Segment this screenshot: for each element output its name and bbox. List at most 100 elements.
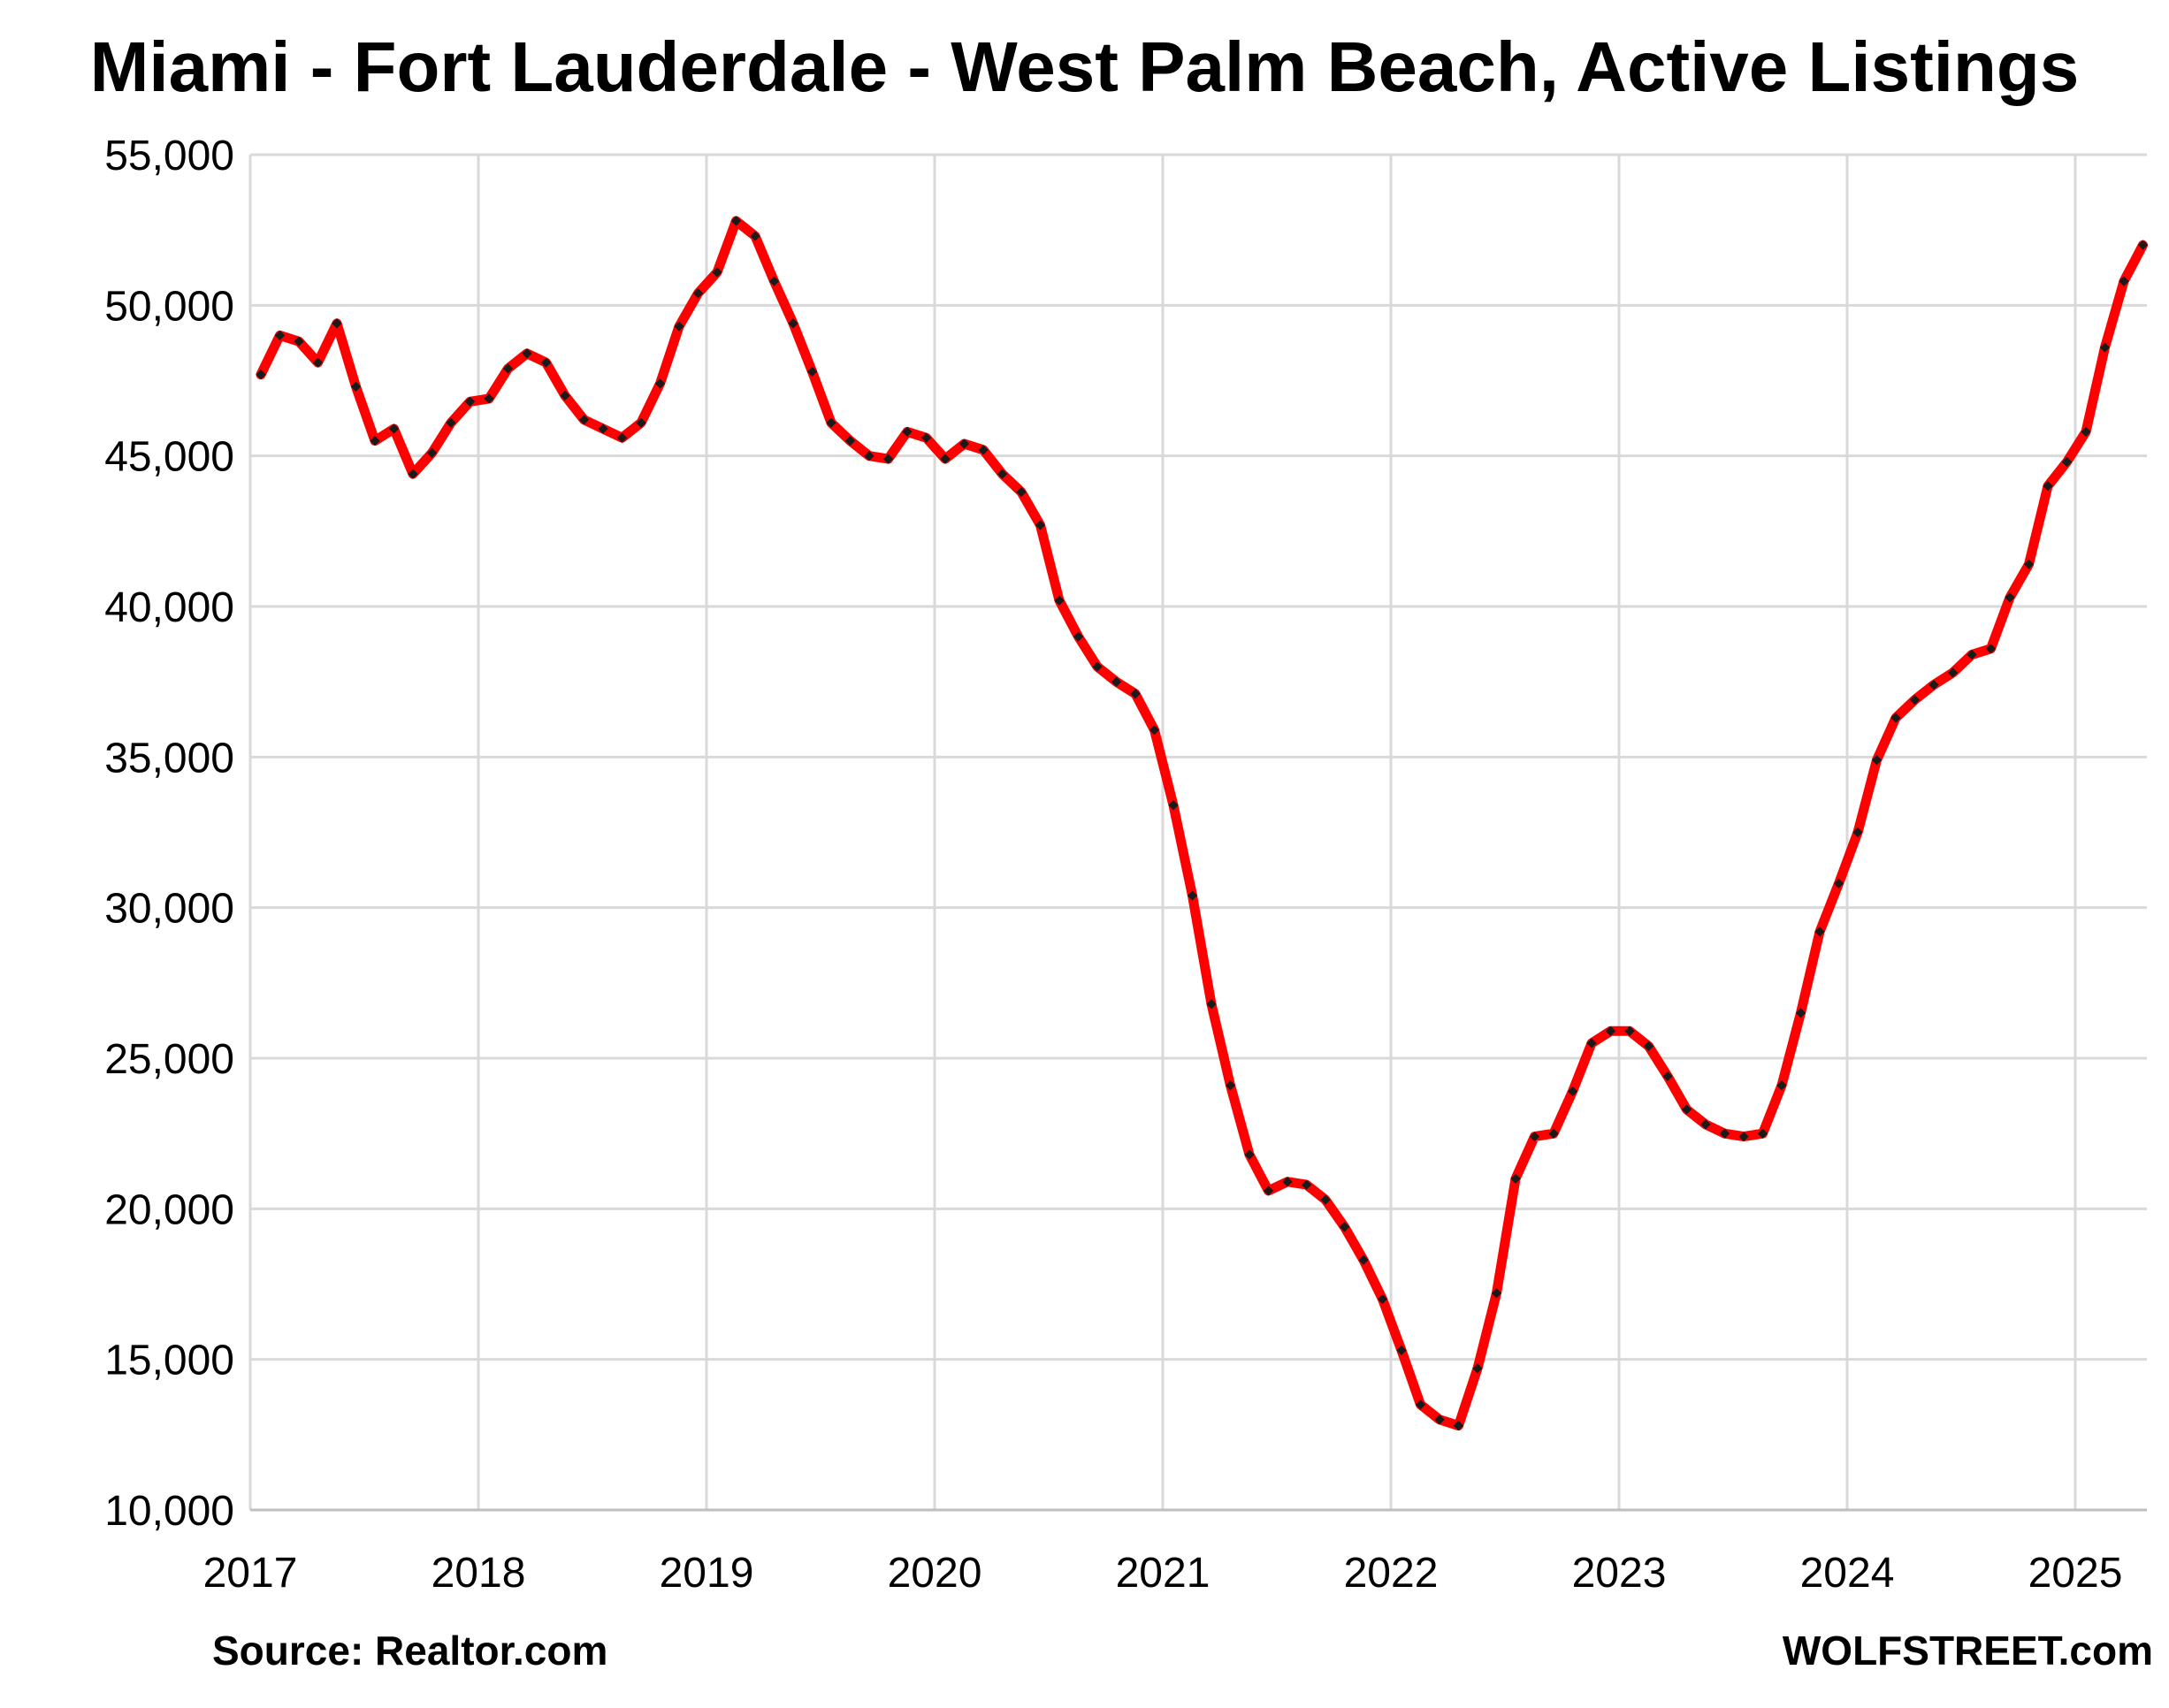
data-point [598,423,608,434]
data-point [1339,1222,1350,1232]
data-point [1472,1363,1483,1374]
data-point [1643,1041,1654,1052]
data-point [1320,1194,1331,1205]
data-point [844,435,856,446]
data-point [1377,1293,1388,1305]
y-tick-label: 50,000 [104,283,234,330]
data-point [560,390,570,401]
data-point [940,454,951,464]
data-point [388,423,400,434]
data-point [426,447,438,458]
data-point [1605,1026,1616,1036]
x-tick-label: 2024 [1800,1550,1895,1597]
data-point [1206,999,1217,1010]
data-point [1928,679,1939,690]
y-tick-label: 15,000 [104,1338,234,1384]
source-label: Source: Realtor.com [212,1628,608,1674]
data-point [978,445,989,455]
series-active-listings [256,216,2149,1431]
y-tick-label: 35,000 [104,735,234,782]
data-point [2099,342,2111,353]
data-point [1358,1254,1369,1265]
data-point [522,348,532,359]
series-line [256,216,2148,1431]
chart-title: Miami - Fort Lauderdale - West Palm Beac… [89,27,2080,106]
data-point [1225,1080,1236,1091]
data-point [274,330,286,341]
data-point [654,378,666,389]
data-point [2023,559,2035,569]
data-point [1871,755,1883,766]
data-point [294,336,304,347]
data-point [578,415,590,425]
data-point [484,393,494,404]
data-point [1263,1186,1274,1196]
data-point [1548,1128,1559,1139]
x-tick-label: 2021 [1116,1550,1211,1597]
data-point [1510,1173,1521,1184]
data-point [674,321,684,332]
data-point [2043,481,2053,492]
data-point [1415,1399,1426,1410]
x-tick-label: 2019 [660,1550,754,1597]
data-point [1985,644,1997,654]
data-point [1624,1026,1635,1036]
x-tick-label: 2017 [203,1550,298,1597]
data-point [2119,276,2129,286]
x-tick-label: 2022 [1344,1550,1439,1597]
y-tick-label: 45,000 [104,434,234,481]
data-point [2081,426,2091,438]
data-point [408,469,418,479]
data-point [1681,1104,1692,1115]
data-point [616,432,628,443]
data-point [1187,890,1198,901]
data-point [2005,592,2015,603]
data-point [2061,456,2073,468]
y-tick-label: 40,000 [104,584,234,631]
data-point [788,318,798,329]
x-tick-label: 2025 [2028,1550,2123,1597]
data-point [1244,1149,1255,1160]
data-point [692,288,704,299]
data-point [1738,1131,1749,1142]
data-point [1890,713,1901,723]
data-point [256,370,266,380]
data-point [332,318,342,329]
data-point [958,438,970,449]
brand-label: WOLFSTREET.com [1782,1628,2153,1674]
data-point [446,417,456,428]
data-point [997,469,1008,479]
data-point [1073,631,1084,642]
data-point [1092,661,1103,672]
data-point [1947,667,1959,678]
data-point [1776,1080,1787,1091]
y-tick-label: 30,000 [104,886,234,933]
data-point [826,417,836,428]
data-point [1434,1414,1445,1425]
data-point [712,267,722,278]
data-point [1662,1071,1673,1082]
data-point [1111,676,1122,687]
y-tick-labels: 10,000 15,000 20,000 25,000 30,000 35,000 40,0… [104,133,234,1535]
data-point [502,363,514,374]
data-point [1700,1119,1711,1130]
x-tick-label: 2023 [1572,1550,1667,1597]
data-point [1719,1128,1730,1139]
y-tick-label: 10,000 [104,1488,234,1535]
x-tick-label: 2020 [888,1550,982,1597]
data-point [1909,694,1921,705]
data-point [1016,486,1027,498]
data-point [636,417,646,428]
x-tick-label: 2018 [432,1550,526,1597]
data-point [1833,878,1844,889]
data-point [1567,1086,1578,1097]
data-point [1814,926,1825,937]
y-tick-label: 20,000 [104,1186,234,1233]
data-point [730,216,742,226]
data-point [370,435,380,446]
data-point [540,357,552,368]
y-tick-label: 55,000 [104,133,234,179]
data-point [1967,649,1977,660]
y-tick-label: 25,000 [104,1036,234,1083]
